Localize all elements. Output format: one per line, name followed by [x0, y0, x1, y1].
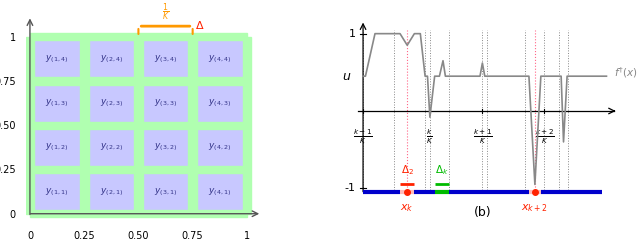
Text: $x_{k+2}$: $x_{k+2}$: [522, 202, 548, 214]
Text: $y_{(2,3)}$: $y_{(2,3)}$: [100, 97, 123, 109]
Bar: [134, 37, 143, 214]
Text: $\frac{k+1}{K}$: $\frac{k+1}{K}$: [472, 128, 492, 146]
Bar: [30, 122, 247, 129]
Text: $u$: $u$: [342, 70, 351, 83]
Text: $\frac{k}{K}$: $\frac{k}{K}$: [426, 128, 433, 146]
Text: $y_{(4,4)}$: $y_{(4,4)}$: [208, 53, 232, 65]
Bar: [30, 78, 247, 84]
Text: $y_{(4,1)}$: $y_{(4,1)}$: [208, 186, 232, 198]
Text: $y_{(3,2)}$: $y_{(3,2)}$: [154, 141, 177, 153]
Bar: [30, 37, 247, 214]
Text: $y_{(2,1)}$: $y_{(2,1)}$: [100, 186, 123, 198]
Bar: [30, 33, 247, 40]
Text: $x_k$: $x_k$: [401, 202, 414, 214]
Text: 1: 1: [349, 29, 356, 39]
Text: $f^{\dagger}(x)$: $f^{\dagger}(x)$: [614, 65, 637, 80]
Text: $\Delta$: $\Delta$: [195, 19, 204, 31]
Text: $\frac{1}{K}$: $\frac{1}{K}$: [162, 1, 170, 23]
Bar: [30, 166, 247, 173]
Text: $y_{(4,2)}$: $y_{(4,2)}$: [208, 141, 232, 153]
Text: $\frac{k-1}{K}$: $\frac{k-1}{K}$: [353, 128, 373, 146]
Text: $\Delta_2$: $\Delta_2$: [401, 163, 413, 177]
Text: $y_{(2,2)}$: $y_{(2,2)}$: [100, 141, 123, 153]
Text: $\Delta_k$: $\Delta_k$: [435, 163, 449, 177]
Bar: [26, 37, 35, 214]
Text: $y_{(1,4)}$: $y_{(1,4)}$: [45, 53, 68, 65]
Text: $\frac{k+2}{K}$: $\frac{k+2}{K}$: [534, 128, 554, 146]
Text: $y_{(1,1)}$: $y_{(1,1)}$: [45, 186, 68, 198]
Bar: [243, 37, 252, 214]
Text: $y_{(1,3)}$: $y_{(1,3)}$: [45, 97, 68, 109]
Text: $y_{(4,3)}$: $y_{(4,3)}$: [208, 97, 232, 109]
Bar: [30, 210, 247, 217]
Text: (b): (b): [474, 206, 491, 219]
Text: $y_{(3,1)}$: $y_{(3,1)}$: [154, 186, 177, 198]
Bar: [188, 37, 197, 214]
Text: $y_{(3,4)}$: $y_{(3,4)}$: [154, 53, 177, 65]
Text: $y_{(1,2)}$: $y_{(1,2)}$: [45, 141, 68, 153]
Text: $y_{(2,4)}$: $y_{(2,4)}$: [100, 53, 123, 65]
Bar: [80, 37, 88, 214]
Text: -1: -1: [345, 183, 356, 193]
Text: $y_{(3,3)}$: $y_{(3,3)}$: [154, 97, 177, 109]
